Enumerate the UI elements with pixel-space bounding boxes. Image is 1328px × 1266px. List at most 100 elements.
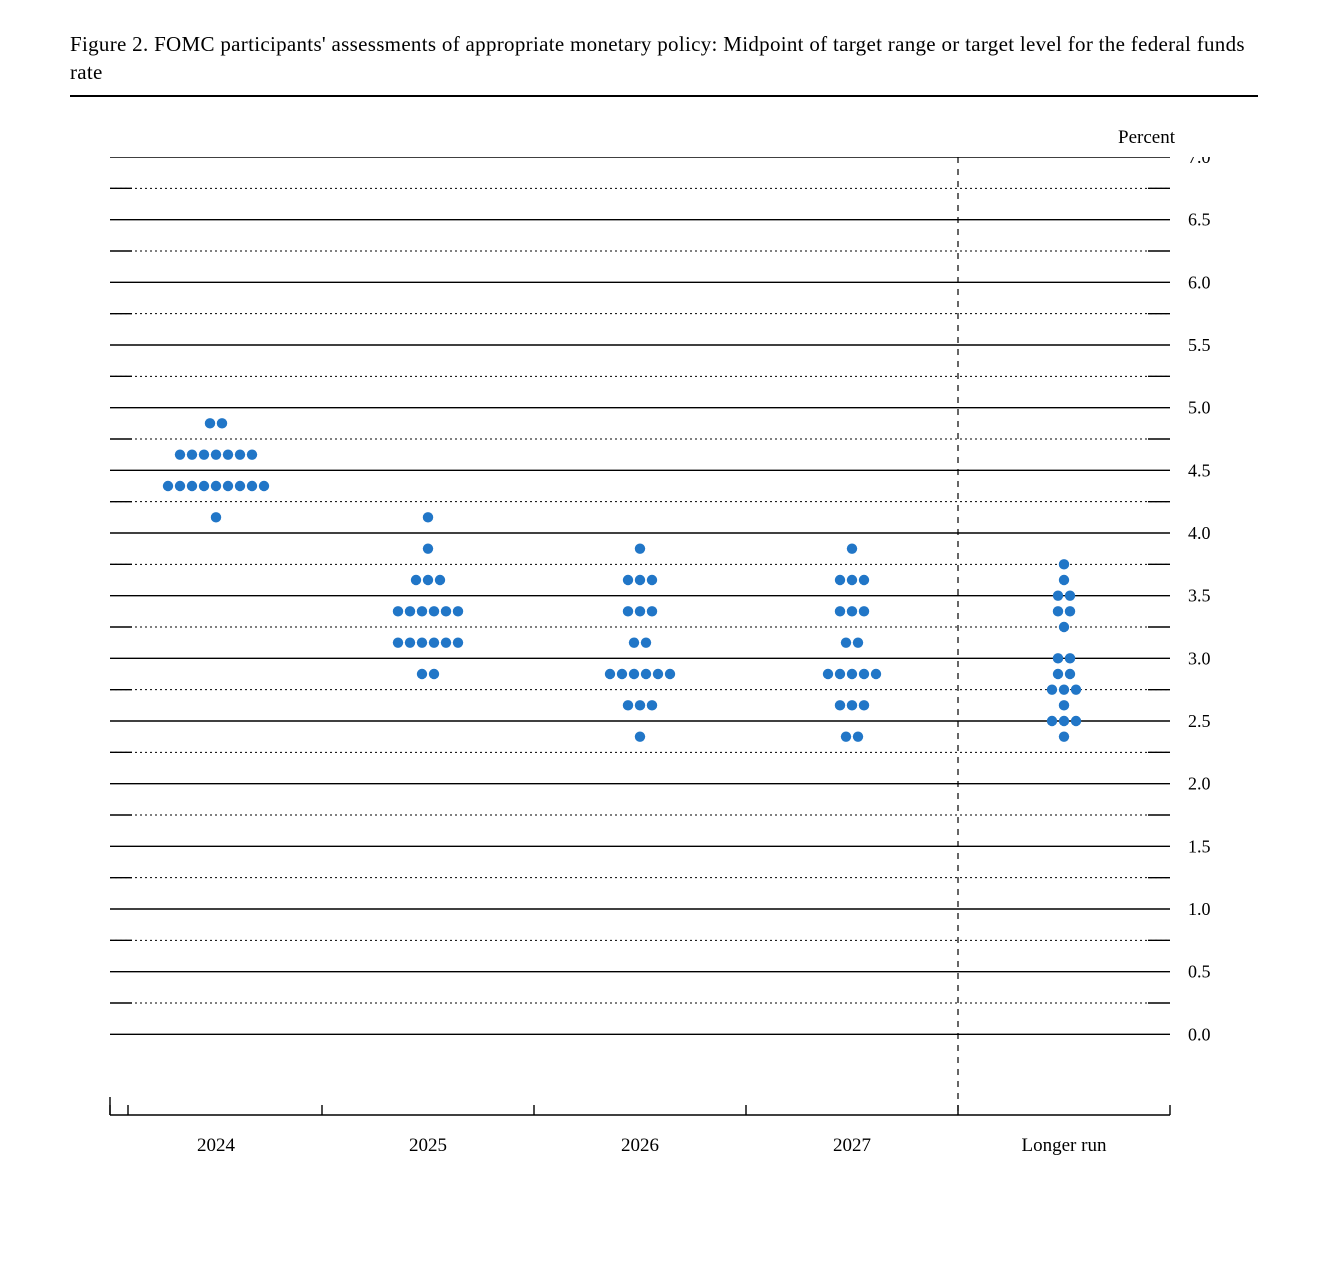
y-tick-label: 7.0 — [1188, 157, 1211, 167]
projection-dot — [453, 606, 463, 616]
projection-dot — [859, 606, 869, 616]
x-tick-label: 2025 — [409, 1135, 447, 1156]
projection-dot — [847, 606, 857, 616]
projection-dot — [405, 606, 415, 616]
y-tick-label: 2.0 — [1188, 773, 1211, 793]
projection-dot — [187, 480, 197, 490]
projection-dot — [1071, 684, 1081, 694]
projection-dot — [871, 668, 881, 678]
projection-dot — [1047, 684, 1057, 694]
projection-dot — [393, 606, 403, 616]
projection-dot — [441, 637, 451, 647]
x-tick-label: 2024 — [197, 1135, 236, 1156]
projection-dot — [1047, 715, 1057, 725]
projection-dot — [835, 700, 845, 710]
projection-dot — [205, 418, 215, 428]
projection-dot — [163, 480, 173, 490]
projection-dot — [647, 574, 657, 584]
projection-dot — [623, 700, 633, 710]
projection-dot — [617, 668, 627, 678]
projection-dot — [853, 731, 863, 741]
projection-dot — [1065, 606, 1075, 616]
projection-dot — [623, 574, 633, 584]
x-tick-label: Longer run — [1022, 1135, 1107, 1156]
projection-dot — [411, 574, 421, 584]
projection-dot — [393, 637, 403, 647]
projection-dot — [635, 731, 645, 741]
figure-title: Figure 2. FOMC participants' assessments… — [70, 30, 1258, 87]
title-rule — [70, 95, 1258, 97]
projection-dot — [423, 543, 433, 553]
projection-dot — [859, 700, 869, 710]
projection-dot — [235, 480, 245, 490]
y-tick-label: 2.5 — [1188, 711, 1211, 731]
projection-dot — [1065, 590, 1075, 600]
projection-dot — [841, 637, 851, 647]
y-tick-label: 1.5 — [1188, 836, 1211, 856]
projection-dot — [859, 574, 869, 584]
y-tick-label: 4.5 — [1188, 460, 1211, 480]
y-tick-label: 0.5 — [1188, 961, 1211, 981]
projection-dot — [405, 637, 415, 647]
projection-dot — [647, 700, 657, 710]
projection-dot — [417, 637, 427, 647]
y-tick-label: 0.0 — [1188, 1024, 1211, 1044]
projection-dot — [641, 668, 651, 678]
projection-dot — [247, 480, 257, 490]
projection-dot — [635, 700, 645, 710]
projection-dot — [635, 606, 645, 616]
projection-dot — [211, 512, 221, 522]
projection-dot — [1053, 606, 1063, 616]
projection-dot — [247, 449, 257, 459]
projection-dot — [1053, 668, 1063, 678]
projection-dot — [423, 574, 433, 584]
projection-dot — [429, 637, 439, 647]
projection-dot — [235, 449, 245, 459]
projection-dot — [223, 480, 233, 490]
projection-dot — [199, 449, 209, 459]
projection-dot — [211, 449, 221, 459]
projection-dot — [1053, 590, 1063, 600]
projection-dot — [259, 480, 269, 490]
projection-dot — [417, 668, 427, 678]
y-tick-label: 1.0 — [1188, 899, 1211, 919]
projection-dot — [1059, 684, 1069, 694]
projection-dot — [847, 543, 857, 553]
projection-dot — [853, 637, 863, 647]
y-tick-label: 6.0 — [1188, 272, 1211, 292]
projection-dot — [641, 637, 651, 647]
projection-dot — [623, 606, 633, 616]
projection-dot — [1065, 668, 1075, 678]
projection-dot — [175, 449, 185, 459]
projection-dot — [441, 606, 451, 616]
dot-plot: Percent 0.00.51.01.52.02.53.03.54.04.55.… — [90, 157, 1230, 1157]
y-tick-label: 6.5 — [1188, 209, 1211, 229]
projection-dot — [1071, 715, 1081, 725]
projection-dot — [423, 512, 433, 522]
projection-dot — [835, 606, 845, 616]
projection-dot — [841, 731, 851, 741]
projection-dot — [847, 700, 857, 710]
projection-dot — [435, 574, 445, 584]
projection-dot — [453, 637, 463, 647]
projection-dot — [223, 449, 233, 459]
projection-dot — [417, 606, 427, 616]
y-tick-label: 4.0 — [1188, 523, 1211, 543]
x-tick-label: 2026 — [621, 1135, 659, 1156]
projection-dot — [175, 480, 185, 490]
projection-dot — [1059, 621, 1069, 631]
projection-dot — [1065, 653, 1075, 663]
dot-plot-svg: 0.00.51.01.52.02.53.03.54.04.55.05.56.06… — [90, 157, 1230, 1157]
projection-dot — [629, 668, 639, 678]
y-tick-label: 3.0 — [1188, 648, 1211, 668]
x-tick-label: 2027 — [833, 1135, 871, 1156]
projection-dot — [199, 480, 209, 490]
projection-dot — [653, 668, 663, 678]
projection-dot — [429, 668, 439, 678]
projection-dot — [1059, 574, 1069, 584]
projection-dot — [605, 668, 615, 678]
projection-dot — [859, 668, 869, 678]
projection-dot — [1059, 731, 1069, 741]
projection-dot — [635, 574, 645, 584]
projection-dot — [823, 668, 833, 678]
